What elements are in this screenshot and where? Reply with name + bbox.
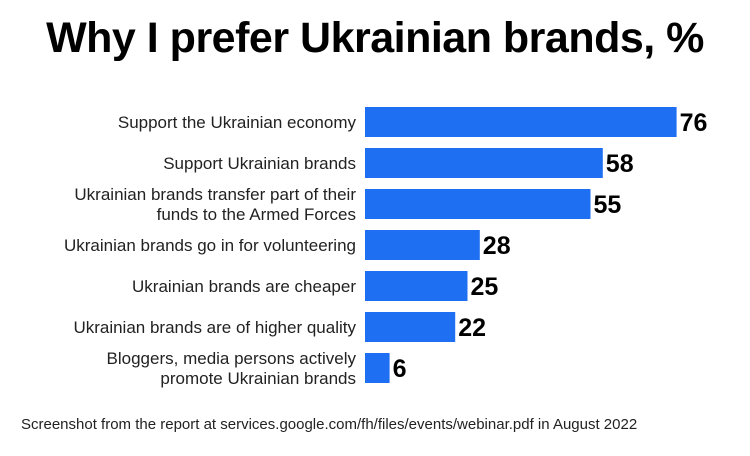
bar bbox=[365, 148, 603, 178]
value-label: 28 bbox=[483, 232, 511, 260]
category-label-line: Support the Ukrainian economy bbox=[118, 113, 357, 132]
category-label-line: Ukrainian brands transfer part of their bbox=[74, 185, 356, 204]
bar bbox=[365, 189, 591, 219]
category-label-line: Ukrainian brands are cheaper bbox=[132, 277, 356, 296]
category-label-line: Ukrainian brands are of higher quality bbox=[73, 318, 356, 337]
category-label: Ukrainian brands go in for volunteering bbox=[64, 236, 356, 255]
category-label: Support the Ukrainian economy bbox=[118, 113, 357, 132]
category-label: Ukrainian brands are cheaper bbox=[132, 277, 356, 296]
bar bbox=[365, 271, 468, 301]
bars-group: Support the Ukrainian economy 76 Support U… bbox=[64, 107, 707, 388]
category-label: Support Ukrainian brands bbox=[163, 154, 356, 173]
value-label: 55 bbox=[594, 191, 622, 219]
category-label-line: Bloggers, media persons actively bbox=[107, 349, 357, 368]
category-label-line: Support Ukrainian brands bbox=[163, 154, 356, 173]
source-note: Screenshot from the report at services.g… bbox=[21, 416, 638, 433]
bar bbox=[365, 312, 456, 342]
bar bbox=[365, 353, 390, 383]
value-label: 22 bbox=[458, 314, 486, 342]
value-label: 76 bbox=[680, 109, 708, 137]
category-label: Ukrainian brands are of higher quality bbox=[73, 318, 356, 337]
category-label: Bloggers, media persons actively promote … bbox=[107, 349, 357, 388]
category-label-line: funds to the Armed Forces bbox=[157, 205, 356, 224]
category-label-line: Ukrainian brands go in for volunteering bbox=[64, 236, 356, 255]
value-label: 25 bbox=[471, 273, 499, 301]
category-label: Ukrainian brands transfer part of their f… bbox=[74, 185, 356, 224]
value-label: 58 bbox=[606, 150, 634, 178]
category-label-line: promote Ukrainian brands bbox=[160, 369, 356, 388]
bar bbox=[365, 230, 480, 260]
bar bbox=[365, 107, 677, 137]
value-label: 6 bbox=[393, 355, 407, 383]
chart-title: Why I prefer Ukrainian brands, % bbox=[46, 14, 704, 62]
